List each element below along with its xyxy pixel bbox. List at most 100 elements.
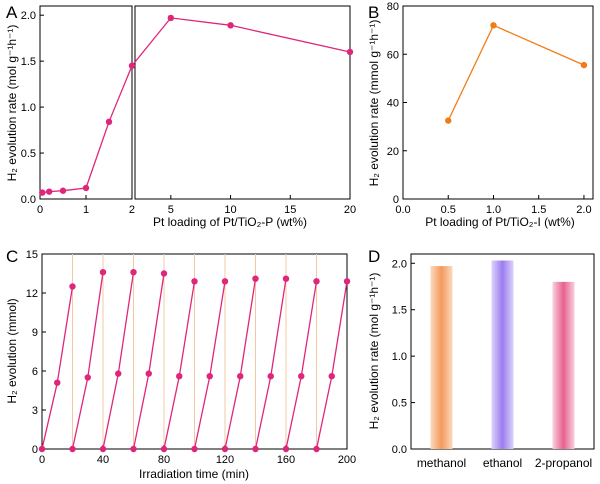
panel-a-ticks: 0.0 0.5 1.0 1.5 2.0 0 1 2 5 10 15 20: [21, 10, 356, 216]
panel-c-point: [343, 278, 351, 285]
panel-c-ytick-label: 15: [26, 249, 38, 261]
panel-c-point: [221, 278, 229, 285]
panel-b-point: [490, 22, 497, 29]
panel-d-ytick-label: 1.0: [392, 351, 407, 363]
panel-d-plot: [430, 260, 575, 449]
panel-a-ytick-label: 1.5: [21, 56, 36, 68]
panel-c-ylabel: H₂ evolution (mmol): [5, 298, 19, 403]
panel-c-cycle-9-line: [285, 281, 318, 450]
panel-c-cycle-2-line: [71, 272, 104, 450]
panel-c-point: [221, 445, 229, 453]
panel-letter-c: C: [6, 247, 18, 266]
panel-c-cycle-10-line: [315, 281, 348, 450]
panel-c-xtick-label: 120: [216, 454, 234, 466]
panel-d: 0.0 0.5 1.0 1.5 2.0 methanol ethanol 2-propanol…: [367, 253, 595, 470]
panel-a-point: [227, 22, 234, 29]
panel-b-point: [445, 117, 452, 124]
panel-b-ytick-label: 80: [387, 1, 399, 13]
panel-a-xlabel: Pt loading of Pt/TiO₂-P (wt%): [153, 215, 307, 229]
panel-b-xtick-label: 2.0: [576, 204, 591, 216]
panel-c-point: [176, 373, 183, 380]
panel-a-point: [39, 189, 46, 196]
panel-a-point: [59, 187, 67, 194]
panel-c-point: [191, 278, 198, 285]
panel-b-xtick-label: 0.5: [441, 204, 456, 216]
panel-c-point: [84, 374, 91, 381]
panel-c-ytick-label: 9: [32, 327, 38, 339]
panel-c-ytick-label: 3: [32, 405, 38, 417]
panel-a-series-line: [42, 17, 351, 194]
panel-a-point: [82, 184, 90, 192]
panel-c-point: [38, 445, 46, 453]
panel-d-ytick-label: 0.0: [392, 444, 407, 456]
panel-c-point: [160, 445, 168, 453]
panel-b-ytick-label: 40: [387, 98, 399, 110]
panel-a-ylabel: H₂ evolution rate (mol g⁻¹h⁻¹): [5, 25, 19, 182]
panel-c-point: [282, 275, 290, 282]
panel-a-point: [167, 14, 175, 22]
panel-a-point: [346, 48, 354, 56]
panel-c-xtick-label: 80: [158, 454, 170, 466]
panel-a-frame-right: [134, 5, 351, 200]
panel-c-cycle-5-line: [163, 281, 196, 450]
panel-c-point: [191, 445, 198, 453]
panel-a-xtick-label: 20: [344, 204, 356, 216]
panel-c-ticks: 0 3 6 9 12 15 0 40 80 120 160 200: [26, 249, 356, 466]
panel-c-ytick-label: 6: [32, 366, 38, 378]
panel-c-point: [328, 373, 335, 380]
panel-c-point: [298, 373, 305, 380]
panel-a: 0.0 0.5 1.0 1.5 2.0 0 1 2 5 10 15 20 Pt loading of …: [5, 5, 356, 229]
panel-c-point: [54, 379, 61, 386]
panel-c-cycle-7-line: [224, 278, 257, 450]
panel-a-xtick-label: 2: [129, 204, 135, 216]
panel-a-xtick-label: 5: [168, 204, 174, 216]
panel-b-xlabel: Pt loading of Pt/TiO₂-I (wt%): [425, 215, 575, 229]
panel-c-point: [313, 278, 320, 285]
panel-c-point: [145, 370, 152, 377]
panel-d-category-label: ethanol: [483, 456, 522, 470]
panel-c-cycle-8-line: [254, 278, 287, 450]
panel-letter-b: B: [368, 3, 379, 22]
panel-c-cycle-6-line: [193, 281, 226, 450]
panel-a-ytick-label: 0.5: [21, 148, 36, 160]
panel-c-ytick-label: 0: [32, 444, 38, 456]
panel-a-point: [128, 62, 136, 69]
panel-letter-a: A: [6, 3, 18, 22]
panel-a-ytick-label: 2.0: [21, 10, 36, 22]
panel-d-bar-methanol: [430, 266, 453, 449]
panel-c-point: [115, 370, 122, 377]
panel-b: 0 20 40 60 80 0.0 0.5 1.0 1.5 2.0 Pt loading of P…: [367, 1, 594, 229]
panel-c-point: [313, 445, 320, 453]
panel-a-ytick-label: 0.0: [21, 194, 36, 206]
panel-c-xlabel: Irradiation time (min): [139, 467, 249, 481]
panel-d-ytick-label: 0.5: [392, 398, 407, 410]
panel-a-xtick-label: 0: [37, 204, 43, 216]
panel-d-category-label: methanol: [417, 456, 466, 470]
panel-b-frame: [402, 5, 594, 200]
panel-a-ytick-label: 1.0: [21, 102, 36, 114]
panel-d-bar-2-propanol: [552, 281, 575, 449]
panel-b-series-line: [447, 24, 585, 121]
panel-a-point: [105, 118, 113, 126]
panel-b-ticks: 0 20 40 60 80 0.0 0.5 1.0 1.5 2.0: [387, 1, 592, 216]
panel-a-plot: [39, 14, 354, 196]
panel-b-ytick-label: 0: [393, 194, 399, 206]
panel-c-point: [99, 269, 107, 276]
panel-c-point: [252, 275, 259, 282]
panel-c-xtick-label: 160: [277, 454, 295, 466]
panel-c-cycle-1-line: [41, 286, 74, 450]
panel-c-plot: [38, 269, 351, 453]
panel-c-point: [130, 445, 137, 453]
panel-c-point: [252, 445, 259, 453]
panel-letter-d: D: [368, 247, 380, 266]
panel-c-point: [130, 269, 137, 276]
panel-d-bar-ethanol: [491, 260, 514, 449]
panel-c-cycle-lines: [72, 254, 317, 449]
panel-c-point: [267, 373, 274, 380]
panel-c-xtick-label: 40: [97, 454, 109, 466]
panel-a-xtick-label: 15: [284, 204, 296, 216]
panel-d-ylabel: H₂ evolution rate (mol g⁻¹h⁻¹): [367, 273, 381, 430]
panel-b-ylabel: H₂ evolution rate (mmol g⁻¹h⁻¹): [367, 20, 381, 187]
panel-c-point: [69, 283, 76, 290]
